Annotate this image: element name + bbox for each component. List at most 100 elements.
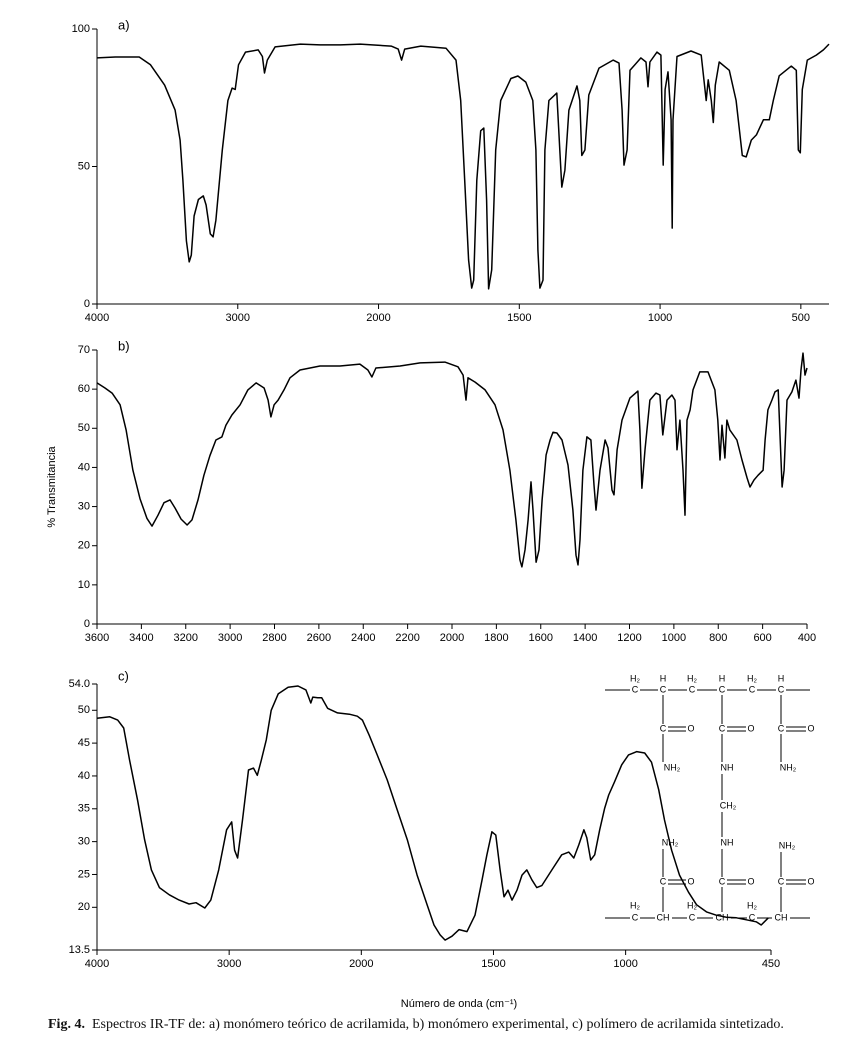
x-tick-label: 3600 <box>85 632 109 644</box>
structure-label: C <box>632 684 639 694</box>
x-tick-label: 400 <box>798 632 816 644</box>
spectrum-line <box>96 685 769 941</box>
structure-label: CH <box>657 912 670 922</box>
structure-label: H₂ <box>747 900 757 910</box>
structure-label: H <box>778 673 785 683</box>
structure-label: C <box>689 684 696 694</box>
y-tick-label: 60 <box>78 383 90 395</box>
structure-label: C <box>719 723 726 733</box>
structure-label: O <box>747 723 754 733</box>
x-tick-label: 500 <box>792 312 810 324</box>
y-tick-label: 50 <box>78 704 90 716</box>
structure-label: NH₂ <box>780 762 797 772</box>
x-tick-label: 2800 <box>262 632 286 644</box>
panel-label: b) <box>118 338 130 353</box>
structure-label: C <box>778 723 785 733</box>
panel-label: a) <box>118 17 130 32</box>
x-tick-label: 1200 <box>617 632 641 644</box>
structure-label: C <box>778 876 785 886</box>
x-tick-label: 3000 <box>226 312 250 324</box>
y-tick-label: 20 <box>78 540 90 552</box>
x-tick-label: 2000 <box>440 632 464 644</box>
structure-label: NH <box>721 837 734 847</box>
x-tick-label: 1500 <box>507 312 531 324</box>
structure-label: H₂ <box>747 673 757 683</box>
structure-label: C <box>719 684 726 694</box>
structure-label: H <box>660 673 667 683</box>
structure-label: O <box>687 723 694 733</box>
structure-label: H₂ <box>630 673 640 683</box>
y-tick-label: 40 <box>78 770 90 782</box>
structure-label: O <box>687 876 694 886</box>
structure-label: H₂ <box>687 900 697 910</box>
y-tick-label: 30 <box>78 836 90 848</box>
structure-label: C <box>660 876 667 886</box>
x-axis-label: Número de onda (cm⁻¹) <box>401 998 517 1010</box>
x-tick-label: 1600 <box>529 632 553 644</box>
x-tick-label: 1000 <box>613 958 637 970</box>
structure-label: H₂ <box>630 900 640 910</box>
structure-label: C <box>719 876 726 886</box>
y-tick-label: 100 <box>72 23 90 35</box>
structure-label: NH <box>721 762 734 772</box>
y-tick-label: 50 <box>78 160 90 172</box>
caption: Fig. 4. Espectros IR-TF de: a) monómero … <box>48 1016 833 1033</box>
x-tick-label: 2000 <box>349 958 373 970</box>
x-tick-label: 3400 <box>129 632 153 644</box>
y-tick-label: 35 <box>78 803 90 815</box>
spectrum-line <box>96 43 830 290</box>
x-tick-label: 1500 <box>481 958 505 970</box>
x-tick-label: 2200 <box>395 632 419 644</box>
x-tick-label: 2000 <box>366 312 390 324</box>
y-tick-label: 70 <box>78 344 90 356</box>
structure-label: C <box>749 684 756 694</box>
structure-label: H <box>719 673 726 683</box>
structure-label: CH₂ <box>720 800 737 810</box>
x-tick-label: 1000 <box>648 312 672 324</box>
y-axis-label: % Transmitancia <box>46 445 58 527</box>
structure-label: C <box>660 723 667 733</box>
y-tick-label: 13.5 <box>69 944 90 956</box>
x-tick-label: 450 <box>762 958 780 970</box>
structure-label: O <box>807 723 814 733</box>
x-tick-label: 1800 <box>484 632 508 644</box>
caption-label: Fig. 4. <box>48 1017 85 1032</box>
structure-label: CH <box>716 912 729 922</box>
panel: 0 50 100 4000 3000 2000 1500 1000 500 a) <box>72 17 830 324</box>
x-tick-label: 4000 <box>85 958 109 970</box>
structure-label: O <box>747 876 754 886</box>
structure-label: NH₂ <box>664 762 681 772</box>
panel: 0 10 20 30 40 50 60 70 3600 3400 3200 3000 2800 2600 2… <box>46 338 816 643</box>
y-tick-label: 25 <box>78 868 90 880</box>
x-tick-label: 3200 <box>174 632 198 644</box>
x-tick-label: 600 <box>753 632 771 644</box>
x-tick-label: 800 <box>709 632 727 644</box>
panel-label: c) <box>118 668 129 683</box>
x-tick-label: 2400 <box>351 632 375 644</box>
structure-label: C <box>689 912 696 922</box>
panel: 13.5 20 25 30 35 40 45 50 54.0 4000 3000 2000 1500 10… <box>69 668 781 1009</box>
y-tick-label: 20 <box>78 901 90 913</box>
y-tick-label: 54.0 <box>69 678 90 690</box>
structure-label: CH <box>775 912 788 922</box>
x-tick-label: 3000 <box>218 632 242 644</box>
structure-label: H₂ <box>687 673 697 683</box>
y-tick-label: 50 <box>78 422 90 434</box>
structure-label: NH₂ <box>779 840 796 850</box>
y-tick-label: 10 <box>78 579 90 591</box>
structure-label: C <box>660 684 667 694</box>
y-tick-label: 0 <box>84 618 90 630</box>
spectrum-line <box>96 352 808 568</box>
x-tick-label: 3000 <box>217 958 241 970</box>
x-tick-label: 2600 <box>307 632 331 644</box>
y-tick-label: 0 <box>84 298 90 310</box>
caption-text: Espectros IR-TF de: a) monómero teórico … <box>91 1017 784 1032</box>
structure-label: C <box>632 912 639 922</box>
structure-label: O <box>807 876 814 886</box>
x-tick-label: 4000 <box>85 312 109 324</box>
x-tick-label: 1000 <box>662 632 686 644</box>
structure-label: C <box>749 912 756 922</box>
